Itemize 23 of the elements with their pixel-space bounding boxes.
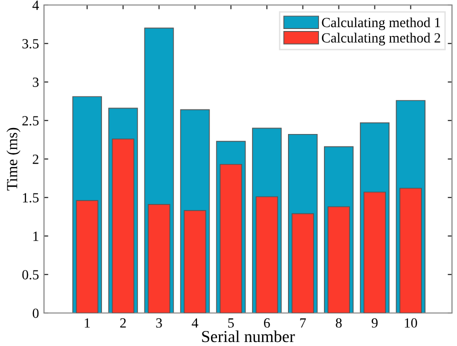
y-tick-label: 1 <box>33 232 38 241</box>
x-tick-label: 9 <box>372 318 378 328</box>
x-axis-title: Serial number <box>202 330 295 342</box>
x-tick-label: 7 <box>300 318 306 328</box>
x-tick-label: 5 <box>228 318 234 328</box>
y-tick-label: 2 <box>32 154 38 164</box>
y-tick-label: 3.5 <box>22 39 39 49</box>
x-tick-label: 4 <box>192 318 198 328</box>
x-tick-label: 6 <box>264 318 270 328</box>
y-tick-label: 3 <box>32 78 39 87</box>
x-tick-label: 8 <box>336 318 342 328</box>
x-tick-label: 2 <box>120 318 126 328</box>
y-tick-label: 0 <box>32 308 39 318</box>
x-tick-label: 10 <box>404 318 418 328</box>
y-axis-title: Time (ms) <box>6 128 20 190</box>
y-tick-label: 0.5 <box>22 270 39 280</box>
legend-label: Calculating method 2 <box>322 32 440 46</box>
y-tick-label: 2.5 <box>22 116 39 126</box>
x-tick-label: 3 <box>156 318 162 328</box>
y-tick-label: 4 <box>32 0 39 10</box>
x-tick-label: 1 <box>84 318 90 328</box>
legend-label: Calculating method 1 <box>322 17 440 30</box>
y-tick-label: 1.5 <box>23 193 39 203</box>
